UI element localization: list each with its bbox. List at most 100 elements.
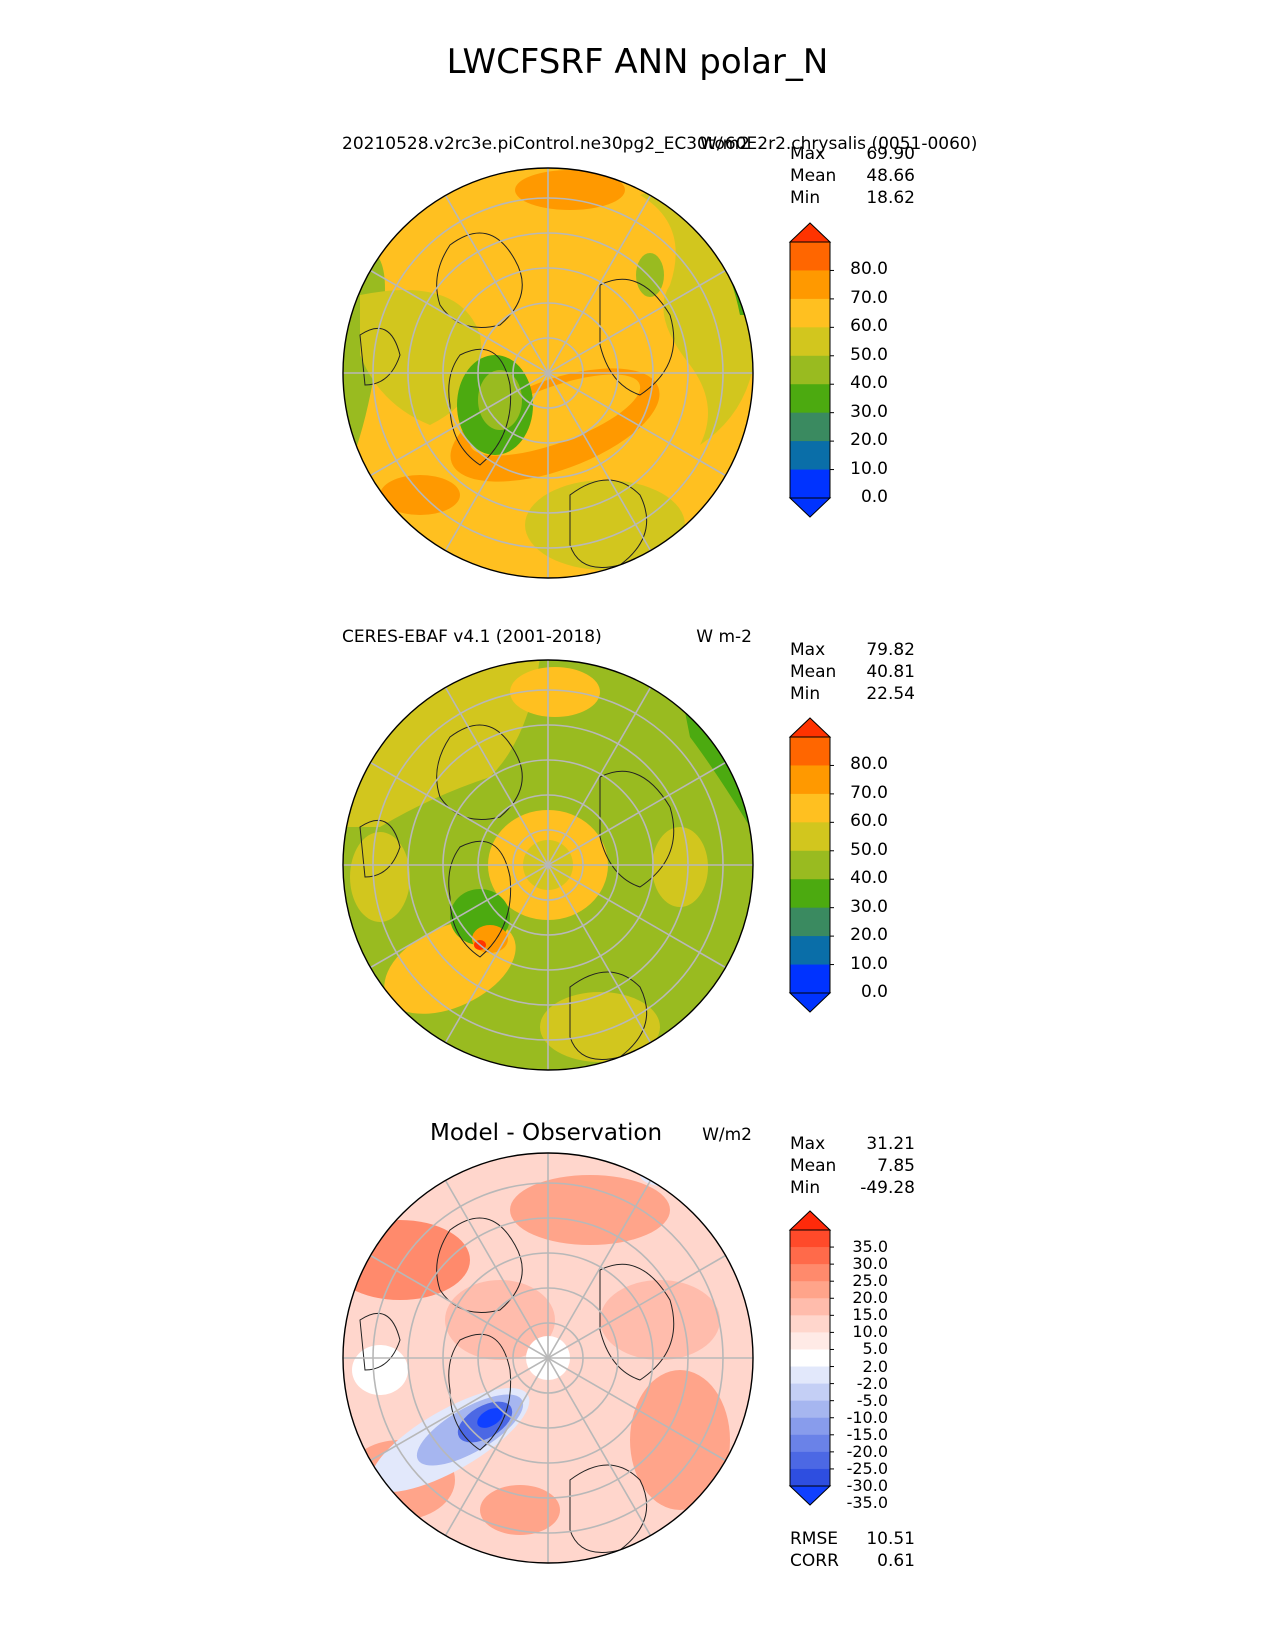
panel3-metrics: RMSE 10.51 CORR 0.61	[790, 1528, 915, 1572]
colorbar-extend-min	[788, 497, 832, 518]
colorbar-extend-max	[788, 222, 832, 243]
colorbar-box	[790, 441, 830, 471]
colorbar-box	[790, 412, 830, 442]
figure-title: LWCFSRF ANN polar_N	[446, 42, 829, 82]
colorbar-box	[790, 1247, 830, 1265]
colorbar-box	[790, 850, 830, 880]
colorbar-box	[790, 1400, 830, 1419]
panel2-polar-map	[342, 659, 754, 1071]
colorbar-outline	[789, 736, 831, 994]
colorbar-box	[790, 1451, 830, 1470]
stat-row: Max 79.82	[790, 640, 915, 660]
colorbar-box	[790, 1298, 830, 1316]
stat-row: Mean 48.66	[790, 166, 915, 186]
colorbar-tick-label: 20.0	[850, 430, 888, 451]
panel3-polar-map	[342, 1152, 754, 1564]
colorbar-box	[790, 964, 830, 994]
colorbar-box	[790, 1417, 830, 1436]
panel2-title-left: CERES-EBAF v4.1 (2001-2018)	[342, 627, 602, 647]
panel3-colorbar	[788, 1210, 834, 1506]
colorbar-tick-label: 40.0	[850, 868, 888, 889]
colorbar-box	[790, 327, 830, 357]
colorbar-tick-label: 60.0	[850, 811, 888, 832]
stat-row: Mean 7.85	[790, 1156, 915, 1176]
stat-row: Min 18.62	[790, 188, 915, 208]
stat-row: Min -49.28	[790, 1178, 915, 1198]
panel2-colorbar	[788, 717, 834, 1013]
colorbar-tick-label: -35.0	[846, 1493, 888, 1513]
panel1-title-right: W/m2	[700, 134, 750, 154]
colorbar-box	[790, 270, 830, 300]
colorbar-box	[790, 1315, 830, 1333]
colorbar-box	[790, 822, 830, 852]
colorbar-tick-label: 20.0	[850, 925, 888, 946]
colorbar-box	[790, 1383, 830, 1402]
panel3-title-right: W/m2	[702, 1125, 752, 1145]
panel2-stats: Max 79.82 Mean 40.81 Min 22.54	[790, 639, 915, 705]
colorbar-tick-label: 20.0	[852, 1288, 888, 1308]
colorbar-tick-label: 5.0	[862, 1339, 888, 1359]
metric-row: RMSE 10.51	[790, 1529, 915, 1549]
panel1-stats: Max 69.90 Mean 48.66 Min 18.62	[790, 143, 915, 209]
stat-row: Min 22.54	[790, 684, 915, 704]
colorbar-box	[790, 298, 830, 328]
colorbar-extend-max	[788, 1210, 832, 1231]
colorbar-tick-label: 0.0	[860, 982, 888, 1002]
colorbar-box	[790, 1230, 830, 1248]
metric-row: CORR 0.61	[790, 1551, 915, 1571]
colorbar-tick-label: 25.0	[852, 1271, 888, 1291]
panel1-title-left: 20210528.v2rc3e.piControl.ne30pg2_EC30to…	[342, 134, 978, 154]
colorbar-tick-label: 15.0	[852, 1305, 888, 1325]
colorbar-outline	[789, 1229, 831, 1487]
colorbar-tick-label: 40.0	[850, 373, 888, 394]
colorbar-box	[790, 1434, 830, 1453]
colorbar-tick-label: -5.0	[856, 1390, 888, 1410]
stat-row: Mean 40.81	[790, 662, 915, 682]
stat-row: Max 31.21	[790, 1134, 915, 1154]
colorbar-tick-label: -10.0	[846, 1407, 888, 1427]
colorbar-extend-min	[788, 1485, 832, 1506]
colorbar-tick-label: 80.0	[850, 259, 888, 280]
colorbar-tick-label: 50.0	[850, 839, 888, 860]
colorbar-box	[790, 737, 830, 766]
colorbar-tick-label: 10.0	[852, 1322, 888, 1342]
panel3-stats: Max 31.21 Mean 7.85 Min -49.28	[790, 1133, 915, 1199]
panel1-polar-map	[342, 167, 754, 579]
colorbar-box	[790, 1366, 830, 1385]
colorbar-tick-label: 30.0	[850, 896, 888, 917]
colorbar-box	[790, 793, 830, 823]
colorbar-box	[790, 469, 830, 499]
colorbar-tick-label: 60.0	[850, 316, 888, 337]
colorbar-tick-label: 0.0	[860, 487, 888, 507]
colorbar-box	[790, 1468, 830, 1487]
panel3-title: Model - Observation	[430, 1120, 663, 1146]
colorbar-box	[790, 384, 830, 414]
colorbar-box	[790, 907, 830, 937]
colorbar-tick-label: -25.0	[846, 1458, 888, 1478]
colorbar-tick-label: 70.0	[850, 287, 888, 308]
colorbar-tick-label: 10.0	[850, 953, 888, 974]
colorbar-extend-min	[788, 992, 832, 1013]
colorbar-tick-label: 10.0	[850, 458, 888, 479]
colorbar-tick-label: -15.0	[846, 1424, 888, 1444]
colorbar-tick-label: 50.0	[850, 344, 888, 365]
colorbar-box	[790, 765, 830, 795]
colorbar-tick-label: -20.0	[846, 1441, 888, 1461]
colorbar-tick-label: 35.0	[852, 1237, 888, 1257]
colorbar-tick-label: 80.0	[850, 754, 888, 775]
colorbar-box	[790, 879, 830, 909]
colorbar-box	[790, 242, 830, 271]
colorbar-tick-label: 2.0	[862, 1356, 888, 1376]
panel1-colorbar	[788, 222, 834, 518]
colorbar-outline	[789, 241, 831, 499]
stat-row: Max 69.90	[790, 144, 915, 164]
colorbar-tick-label: 70.0	[850, 782, 888, 803]
colorbar-tick-label: 30.0	[850, 401, 888, 422]
colorbar-extend-max	[788, 717, 832, 738]
panel2-title-right: W m-2	[696, 627, 752, 647]
colorbar-tick-label: -30.0	[846, 1476, 888, 1495]
colorbar-box	[790, 936, 830, 966]
colorbar-box	[790, 355, 830, 385]
colorbar-box	[790, 1264, 830, 1282]
colorbar-box	[790, 1332, 830, 1350]
